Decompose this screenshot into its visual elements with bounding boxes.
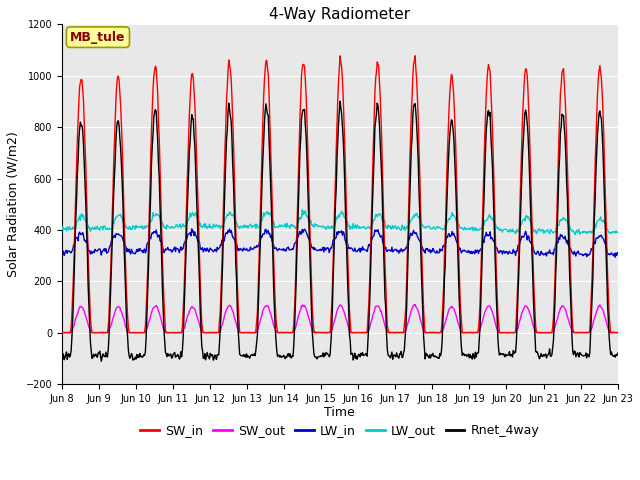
LW_in	[182, 238, 189, 243]
LW_in	[614, 250, 621, 255]
LW_in	[58, 248, 66, 253]
Rnet_4way	[68, 335, 76, 340]
Rnet_4way	[58, 350, 66, 356]
LW_in	[611, 254, 619, 260]
Rnet_4way	[409, 114, 417, 120]
Rnet_4way	[425, 355, 433, 361]
SW_out	[125, 329, 133, 335]
Line: SW_in: SW_in	[62, 56, 618, 333]
SW_out	[412, 301, 419, 307]
Line: Rnet_4way: Rnet_4way	[62, 101, 618, 361]
SW_out	[614, 330, 621, 336]
LW_out	[125, 224, 133, 229]
Title: 4-Way Radiometer: 4-Way Radiometer	[269, 7, 410, 22]
SW_out	[182, 320, 189, 326]
SW_out	[68, 327, 76, 333]
LW_out	[424, 224, 432, 229]
Rnet_4way	[614, 350, 621, 356]
LW_in	[408, 232, 416, 238]
SW_in	[614, 330, 621, 336]
Line: SW_out: SW_out	[62, 304, 618, 333]
X-axis label: Time: Time	[324, 407, 355, 420]
Legend: SW_in, SW_out, LW_in, LW_out, Rnet_4way: SW_in, SW_out, LW_in, LW_out, Rnet_4way	[135, 420, 545, 443]
SW_out	[424, 330, 432, 336]
Rnet_4way	[182, 240, 190, 246]
Line: LW_out: LW_out	[62, 210, 618, 235]
Y-axis label: Solar Radiation (W/m2): Solar Radiation (W/m2)	[7, 132, 20, 277]
SW_in	[424, 330, 432, 336]
SW_in	[125, 330, 133, 336]
SW_out	[408, 308, 415, 313]
Rnet_4way	[336, 98, 344, 104]
LW_out	[68, 227, 76, 233]
SW_out	[211, 330, 219, 336]
SW_in	[182, 240, 189, 245]
Text: MB_tule: MB_tule	[70, 31, 125, 44]
Line: LW_in: LW_in	[62, 229, 618, 257]
LW_out	[211, 224, 219, 230]
SW_in	[412, 53, 419, 59]
LW_in	[125, 246, 133, 252]
LW_out	[182, 224, 189, 230]
LW_in	[68, 248, 76, 254]
LW_in	[188, 226, 196, 232]
Rnet_4way	[126, 355, 134, 361]
LW_in	[212, 247, 220, 252]
LW_out	[298, 207, 306, 213]
Rnet_4way	[212, 354, 220, 360]
SW_in	[408, 111, 415, 117]
LW_out	[572, 232, 579, 238]
SW_out	[58, 330, 66, 336]
LW_out	[614, 229, 621, 235]
SW_in	[211, 330, 219, 336]
SW_in	[68, 311, 76, 317]
Rnet_4way	[97, 359, 105, 364]
SW_in	[58, 330, 66, 336]
LW_out	[58, 228, 66, 233]
LW_out	[408, 216, 416, 222]
LW_in	[424, 248, 432, 253]
